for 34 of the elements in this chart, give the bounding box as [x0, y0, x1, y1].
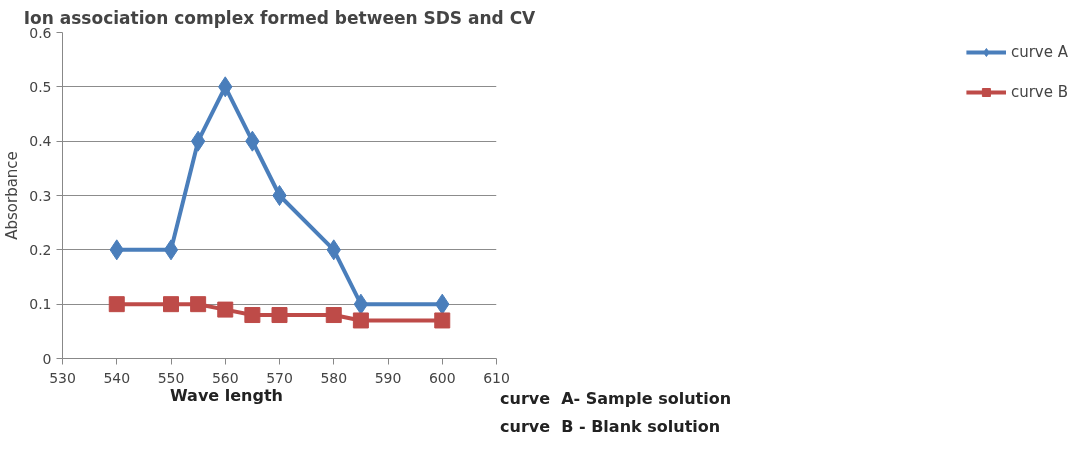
x-tick-label: 540 — [103, 369, 131, 386]
y-tick-label: 0 — [42, 350, 52, 367]
x-tick-label: 550 — [157, 369, 185, 386]
x-tick-label: 610 — [483, 369, 510, 386]
y-tick-label: 0.1 — [29, 296, 52, 313]
y-axis-title: Absorbance — [3, 151, 22, 240]
x-tick-label: 570 — [266, 369, 293, 386]
text: curve A- Sample solution — [500, 389, 732, 408]
x-tick-label: 580 — [320, 369, 348, 386]
point — [352, 312, 369, 329]
x-tick-label: 530 — [49, 369, 76, 386]
legend-label: curve A — [1010, 43, 1068, 61]
legend-label: curve B — [1010, 83, 1068, 101]
y-tick-label: 0.3 — [29, 187, 52, 204]
x-axis-title: Wave length — [170, 385, 283, 407]
point — [190, 130, 206, 152]
point — [244, 307, 261, 324]
point — [271, 307, 288, 324]
point — [163, 239, 179, 261]
y-tick-label: 0.4 — [29, 133, 52, 150]
x-tick-label: 590 — [374, 369, 402, 386]
point — [217, 301, 234, 318]
y-tick-label: 0.5 — [29, 78, 52, 95]
x-tick-label: 600 — [428, 369, 456, 386]
point — [434, 312, 451, 329]
y-tick-label: 0.2 — [29, 241, 52, 258]
point — [272, 185, 287, 206]
text: curve B - Blank solution — [500, 417, 721, 436]
x-tick-label: 560 — [211, 369, 239, 386]
point — [353, 293, 369, 315]
point — [163, 296, 179, 313]
point — [190, 296, 207, 313]
point — [325, 307, 342, 324]
point — [108, 296, 125, 313]
